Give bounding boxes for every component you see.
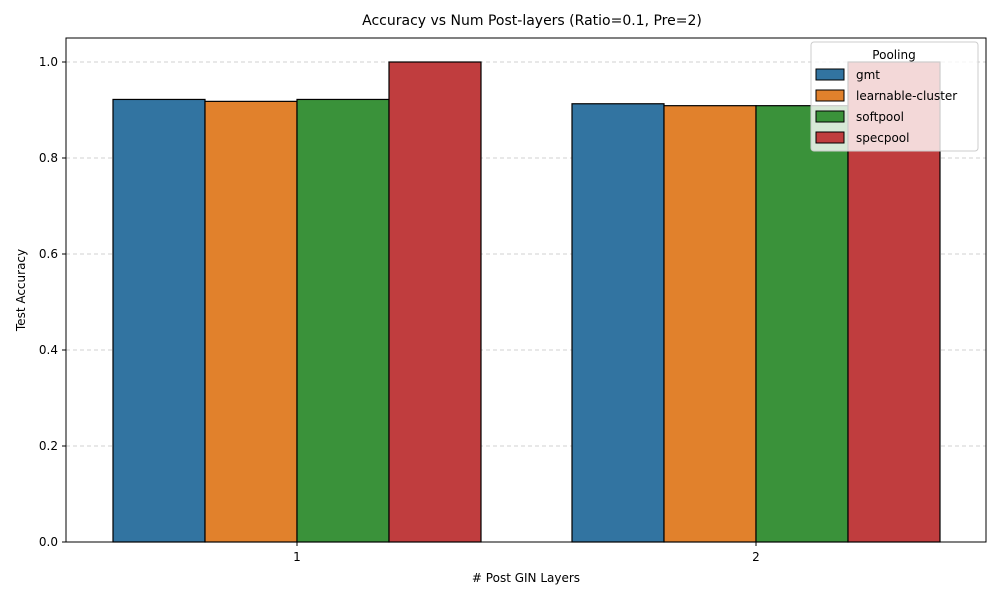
bar-learnable-cluster-2 (663, 105, 757, 543)
legend-swatch-gmt (815, 68, 845, 81)
y-tick-label: 0.6 (39, 247, 58, 261)
legend-label-specpool: specpool (856, 131, 909, 145)
x-tick-label: 1 (293, 550, 301, 564)
y-axis-ticks: 0.0 0.2 0.4 0.6 0.8 1.0 (39, 55, 66, 549)
x-axis-label: # Post GIN Layers (472, 571, 580, 585)
legend-item-softpool: softpool (815, 110, 904, 124)
legend-swatch-softpool (815, 110, 845, 123)
legend-items: gmt learnable-cluster softpool specpool (815, 68, 957, 145)
legend-swatch-learnable-cluster (815, 89, 845, 102)
y-tick-label: 1.0 (39, 55, 58, 69)
plot-frame (65, 37, 987, 543)
legend-box (810, 41, 979, 152)
bar-specpool-1 (388, 61, 482, 543)
legend-item-specpool: specpool (815, 131, 909, 145)
legend-label-learnable-cluster: learnable-cluster (856, 89, 957, 103)
bar-gmt-1 (112, 98, 206, 543)
y-tick-label: 0.2 (39, 439, 58, 453)
bar-gmt-2 (571, 103, 665, 543)
bars (112, 61, 941, 543)
y-tick-label: 0.8 (39, 151, 58, 165)
legend-title: Pooling (872, 48, 915, 62)
bar-softpool-2 (755, 105, 849, 543)
legend-item-learnable-cluster: learnable-cluster (815, 89, 957, 103)
bar-learnable-cluster-1 (204, 100, 298, 543)
y-tick-label: 0.0 (39, 535, 58, 549)
y-tick-label: 0.4 (39, 343, 58, 357)
bar-softpool-1 (296, 98, 390, 543)
y-axis-label: Test Accuracy (14, 249, 28, 332)
chart-title: Accuracy vs Num Post-layers (Ratio=0.1, … (362, 13, 702, 29)
legend-label-gmt: gmt (856, 68, 880, 82)
x-tick-label: 2 (752, 550, 760, 564)
legend-label-softpool: softpool (856, 110, 904, 124)
legend-item-gmt: gmt (815, 68, 880, 82)
legend: Pooling gmt learnable-cluster softpool spec… (810, 41, 979, 152)
legend-swatch-specpool (815, 131, 845, 144)
